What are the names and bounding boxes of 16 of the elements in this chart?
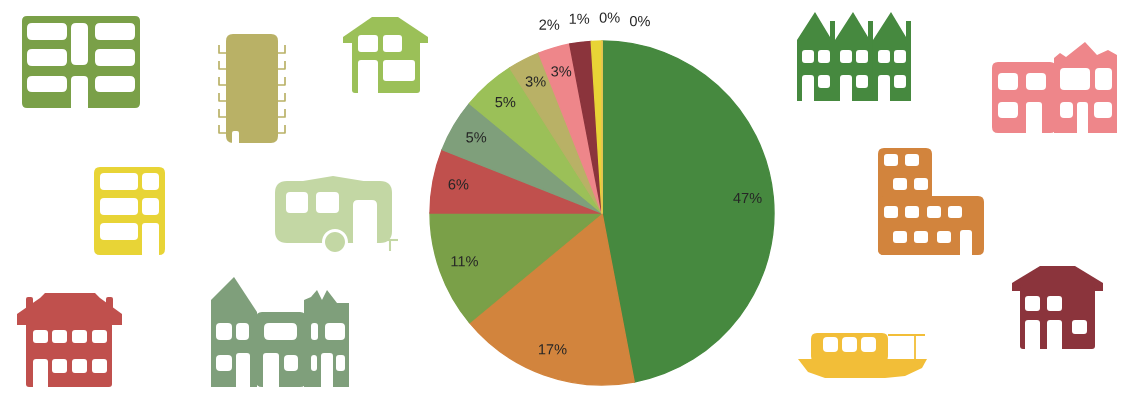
pie-slice [429,212,603,324]
data-label: 3% [525,76,546,87]
pie-slice [468,67,603,214]
data-label: 5% [466,132,487,143]
data-label: 2% [539,19,560,30]
text: 0% [629,15,650,27]
data-label: 3% [551,66,572,77]
data-label: 5% [495,96,516,108]
text: 0% [599,12,620,23]
data-label: 47% [733,192,762,204]
data-label: 6% [448,179,469,190]
pie-slice [429,148,603,214]
pie-slice [601,40,775,383]
data-label: 1% [569,13,590,24]
data-label: 17% [538,344,567,355]
data-label: 11% [451,256,478,267]
